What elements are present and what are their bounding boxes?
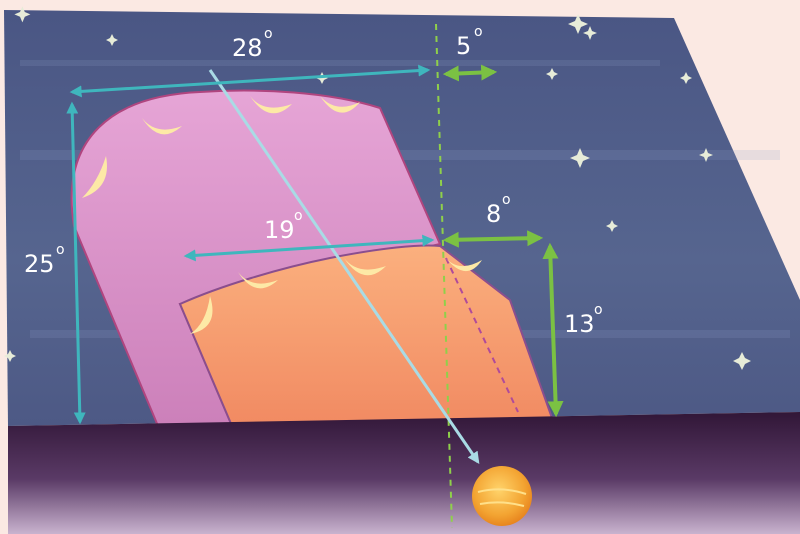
label-mid-gap: 8 <box>486 200 501 228</box>
crescent-moon-icon <box>82 96 482 334</box>
outer-width-arrow <box>69 64 431 98</box>
outer-height-arrow <box>66 101 86 425</box>
label-outer-height: 25 <box>24 250 55 278</box>
star-icon <box>4 6 751 370</box>
degree-mark: o <box>594 302 603 318</box>
sun-direction-arrow <box>208 69 480 464</box>
mid-gap-arrow <box>442 230 544 248</box>
label-sky-width: 28 <box>232 34 263 62</box>
inner-height-arrow <box>542 242 564 418</box>
degree-mark: o <box>56 242 65 258</box>
label-top-gap: 5 <box>456 32 471 60</box>
sun-icon <box>472 466 532 526</box>
degree-mark: o <box>502 192 511 208</box>
label-inner-width: 19 <box>264 216 295 244</box>
top-gap-arrow <box>442 64 498 82</box>
degree-mark: o <box>474 24 483 40</box>
inner-width-arrow <box>183 234 435 262</box>
label-inner-height: 13 <box>564 310 595 338</box>
meridian-dashed-line <box>435 23 453 529</box>
horizon-ground <box>8 412 800 534</box>
degree-mark: o <box>264 26 273 42</box>
degree-mark: o <box>294 208 303 224</box>
